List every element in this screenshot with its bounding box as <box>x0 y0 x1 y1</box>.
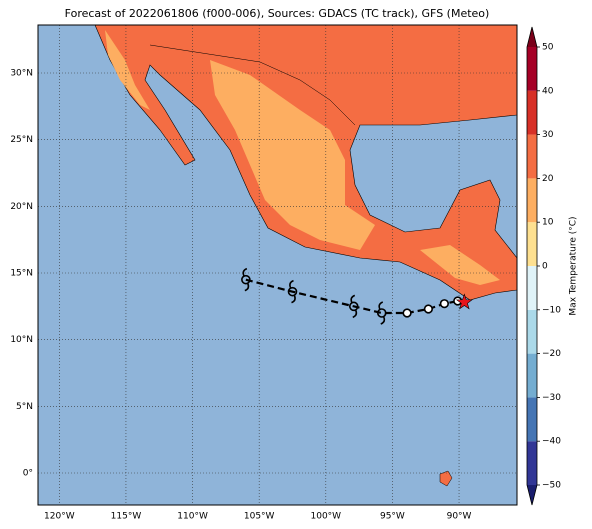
x-tick-label: 90°W <box>447 512 472 522</box>
chart-title: Forecast of 2022061806 (f000-006), Sourc… <box>65 7 490 20</box>
colorbar-segment <box>527 353 537 398</box>
x-tick-label: 95°W <box>380 512 405 522</box>
x-tick-label: 115°W <box>111 512 142 522</box>
track-point <box>423 304 433 314</box>
colorbar-segment <box>527 309 537 354</box>
x-tick-label: 110°W <box>177 512 208 522</box>
colorbar-tick-label: 40 <box>542 86 554 96</box>
y-tick-label: 20°N <box>10 202 33 212</box>
storm-marker <box>241 267 251 292</box>
colorbar-segment <box>527 47 537 91</box>
land-mild <box>420 245 500 285</box>
colorbar-tick-label: −20 <box>542 349 561 359</box>
border <box>149 44 356 126</box>
colorbar-label: Max Temperature (°C) <box>569 216 579 315</box>
storm-marker <box>287 279 298 304</box>
colorbar-tick-label: −10 <box>542 305 561 315</box>
y-tick-label: 30°N <box>10 69 33 79</box>
colorbar-tick-label: −50 <box>542 481 561 491</box>
current-position <box>455 293 473 310</box>
track-point <box>402 308 412 318</box>
land-mild <box>105 30 150 110</box>
colorbar-over <box>527 27 537 47</box>
colorbar-tick-label: −30 <box>542 393 561 403</box>
colorbar-segment <box>527 222 537 266</box>
colorbar-tick-label: 20 <box>542 174 554 184</box>
colorbar-tick-label: 0 <box>542 262 548 272</box>
storm-marker <box>348 294 359 319</box>
colorbar-segment <box>527 397 537 442</box>
x-tick-label: 105°W <box>244 512 275 522</box>
colorbar-segment <box>527 90 537 135</box>
colorbar-tick-label: 10 <box>542 218 554 228</box>
land-mild <box>210 60 375 250</box>
island <box>439 470 453 487</box>
map-frame <box>37 24 518 506</box>
track-point <box>439 299 449 309</box>
y-tick-label: 25°N <box>10 135 33 145</box>
colorbar-segment <box>527 178 537 223</box>
colorbar-segment <box>527 134 537 179</box>
y-tick-label: 0° <box>23 469 33 479</box>
colorbar-tick-label: −40 <box>542 437 561 447</box>
y-tick-label: 15°N <box>10 269 33 279</box>
x-tick-label: 120°W <box>44 512 75 522</box>
colorbar-tick-label: 30 <box>542 130 554 140</box>
y-tick-label: 5°N <box>16 402 33 412</box>
colorbar-segment <box>527 266 537 310</box>
x-tick-label: 100°W <box>311 512 342 522</box>
land <box>94 25 517 487</box>
colorbar-segment <box>527 441 537 485</box>
storm-marker <box>376 301 387 325</box>
colorbar-under <box>527 485 537 505</box>
y-tick-label: 10°N <box>10 335 33 345</box>
colorbar-tick-label: 50 <box>542 43 554 53</box>
